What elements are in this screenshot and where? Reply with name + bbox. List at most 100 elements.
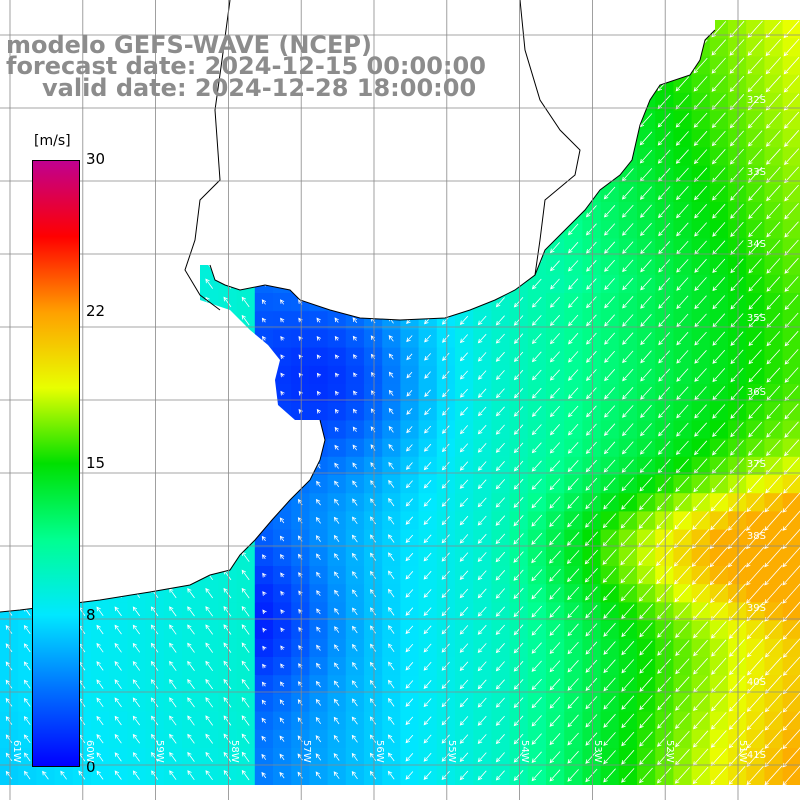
wind-cell — [527, 293, 547, 312]
wind-arrow — [604, 387, 616, 400]
wind-arrow — [746, 620, 764, 640]
wind-arrow — [459, 679, 469, 690]
wind-arrow — [746, 638, 764, 658]
wind-arrow — [424, 371, 431, 379]
wind-arrow — [423, 552, 432, 562]
wind-arrow — [748, 203, 763, 220]
wind-arrow — [712, 331, 726, 346]
wind-arrow — [42, 770, 49, 780]
wind-cell — [418, 602, 438, 622]
wind-arrow — [531, 333, 542, 345]
wind-cell — [436, 347, 456, 367]
wind-arrow — [352, 444, 358, 451]
wind-cell — [655, 402, 674, 421]
wind-cell — [473, 402, 492, 421]
wind-arrow — [766, 276, 781, 292]
wind-arrow — [442, 407, 450, 416]
wind-arrow — [640, 314, 652, 327]
wind-arrow — [495, 770, 505, 781]
wind-arrow — [730, 404, 744, 419]
wind-arrow — [549, 605, 561, 618]
wind-cell — [637, 220, 656, 239]
wind-arrow — [568, 387, 579, 400]
wind-arrow — [549, 714, 561, 727]
wind-arrow — [96, 679, 104, 689]
wind-arrow — [657, 640, 672, 656]
wind-arrow — [132, 661, 141, 671]
wind-cell — [491, 511, 511, 531]
wind-arrow — [549, 623, 561, 636]
wind-arrow — [712, 277, 726, 292]
wind-arrow — [640, 386, 652, 400]
wind-cell — [582, 420, 602, 440]
wind-cell — [527, 693, 547, 713]
wind-arrow — [748, 221, 763, 238]
wind-arrow — [352, 662, 358, 670]
wind-cell — [527, 420, 547, 440]
wind-cell — [455, 602, 474, 622]
wind-cell — [509, 293, 529, 312]
wind-cell — [582, 475, 602, 494]
wind-cell — [637, 365, 656, 385]
wind-arrow — [241, 733, 250, 744]
wind-arrow — [495, 388, 505, 399]
wind-arrow — [388, 697, 395, 707]
wind-arrow — [316, 336, 321, 341]
wind-arrow — [280, 609, 285, 614]
wind-arrow — [728, 602, 746, 622]
wind-arrow — [351, 752, 358, 761]
wind-arrow — [334, 335, 340, 341]
wind-cell — [491, 693, 511, 713]
wind-cell — [418, 493, 438, 512]
wind-cell — [637, 256, 656, 276]
wind-arrow — [280, 354, 285, 360]
wind-arrow — [766, 185, 781, 202]
wind-arrow — [114, 661, 122, 671]
wind-cell — [418, 384, 438, 403]
wind-arrow — [622, 223, 634, 236]
wind-arrow — [674, 494, 690, 511]
lat-label: 41S — [746, 750, 766, 761]
wind-arrow — [730, 258, 744, 274]
wind-cell — [473, 329, 492, 349]
wind-arrow — [604, 296, 615, 309]
wind-arrow — [423, 734, 432, 744]
wind-arrow — [459, 407, 468, 416]
wind-arrow — [728, 693, 745, 712]
wind-arrow — [658, 404, 671, 419]
wind-arrow — [622, 277, 634, 291]
wind-arrow — [710, 493, 727, 512]
wind-arrow — [567, 442, 579, 454]
wind-arrow — [674, 566, 691, 585]
wind-arrow — [658, 350, 671, 364]
wind-arrow — [423, 661, 432, 671]
wind-arrow — [604, 369, 615, 382]
wind-arrow — [531, 642, 542, 654]
wind-arrow — [151, 752, 159, 762]
wind-arrow — [620, 530, 636, 548]
wind-arrow — [728, 620, 746, 639]
wind-arrow — [746, 711, 764, 731]
wind-arrow — [477, 443, 487, 453]
wind-arrow — [5, 661, 13, 671]
wind-arrow — [351, 771, 358, 780]
wind-arrow — [764, 583, 783, 604]
lon-label: 61W — [11, 740, 22, 763]
wind-arrow — [23, 716, 31, 725]
wind-arrow — [495, 752, 505, 763]
wind-arrow — [638, 585, 654, 602]
wind-cell — [436, 748, 456, 767]
wind-arrow — [531, 442, 542, 454]
wind-arrow — [639, 640, 653, 656]
wind-arrow — [730, 221, 744, 238]
wind-cell — [600, 402, 620, 421]
wind-arrow — [388, 588, 395, 598]
wind-arrow — [531, 733, 542, 745]
wind-arrow — [114, 606, 122, 617]
wind-arrow — [513, 587, 524, 600]
wind-arrow — [620, 585, 635, 602]
wind-cell — [491, 420, 511, 440]
wind-arrow — [639, 749, 653, 765]
wind-arrow — [766, 166, 781, 184]
wind-arrow — [639, 713, 653, 729]
